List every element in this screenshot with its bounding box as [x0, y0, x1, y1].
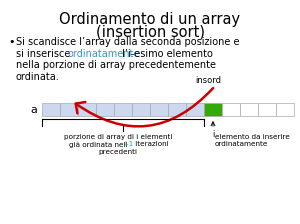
Text: a: a [30, 105, 37, 114]
Text: l’i-esimo elemento: l’i-esimo elemento [119, 49, 213, 58]
Bar [186, 103, 204, 116]
Bar [204, 103, 222, 116]
Bar [96, 103, 114, 116]
Bar [114, 103, 132, 116]
Text: Ordinamento di un array: Ordinamento di un array [59, 12, 241, 27]
Bar [42, 103, 60, 116]
Text: precedenti: precedenti [98, 149, 137, 155]
Text: iterazioni: iterazioni [133, 142, 169, 147]
Bar [240, 103, 258, 116]
Text: si inserisce: si inserisce [16, 49, 74, 58]
Text: Si scandisce l’array dalla seconda posizione e: Si scandisce l’array dalla seconda posiz… [16, 37, 239, 47]
Text: porzione di array di i elementi: porzione di array di i elementi [64, 134, 172, 140]
Text: già ordinata nell: già ordinata nell [69, 142, 130, 148]
Text: insord: insord [195, 76, 221, 85]
Text: •: • [8, 37, 14, 47]
Bar [258, 103, 276, 116]
Text: ordinata.: ordinata. [16, 71, 60, 82]
Text: ordinatamente: ordinatamente [215, 142, 268, 147]
Bar [150, 103, 168, 116]
Bar [78, 103, 96, 116]
Text: i-1: i-1 [124, 142, 133, 147]
Text: nella porzione di array precedentemente: nella porzione di array precedentemente [16, 60, 216, 70]
Bar [222, 103, 240, 116]
Text: i: i [212, 130, 214, 139]
Bar [276, 103, 294, 116]
Bar [168, 103, 186, 116]
Bar [60, 103, 78, 116]
Text: (insertion sort): (insertion sort) [95, 24, 205, 39]
Text: ordinatamente: ordinatamente [67, 49, 140, 58]
Text: elemento da inserire: elemento da inserire [215, 134, 290, 140]
FancyArrowPatch shape [76, 88, 213, 126]
Bar [132, 103, 150, 116]
